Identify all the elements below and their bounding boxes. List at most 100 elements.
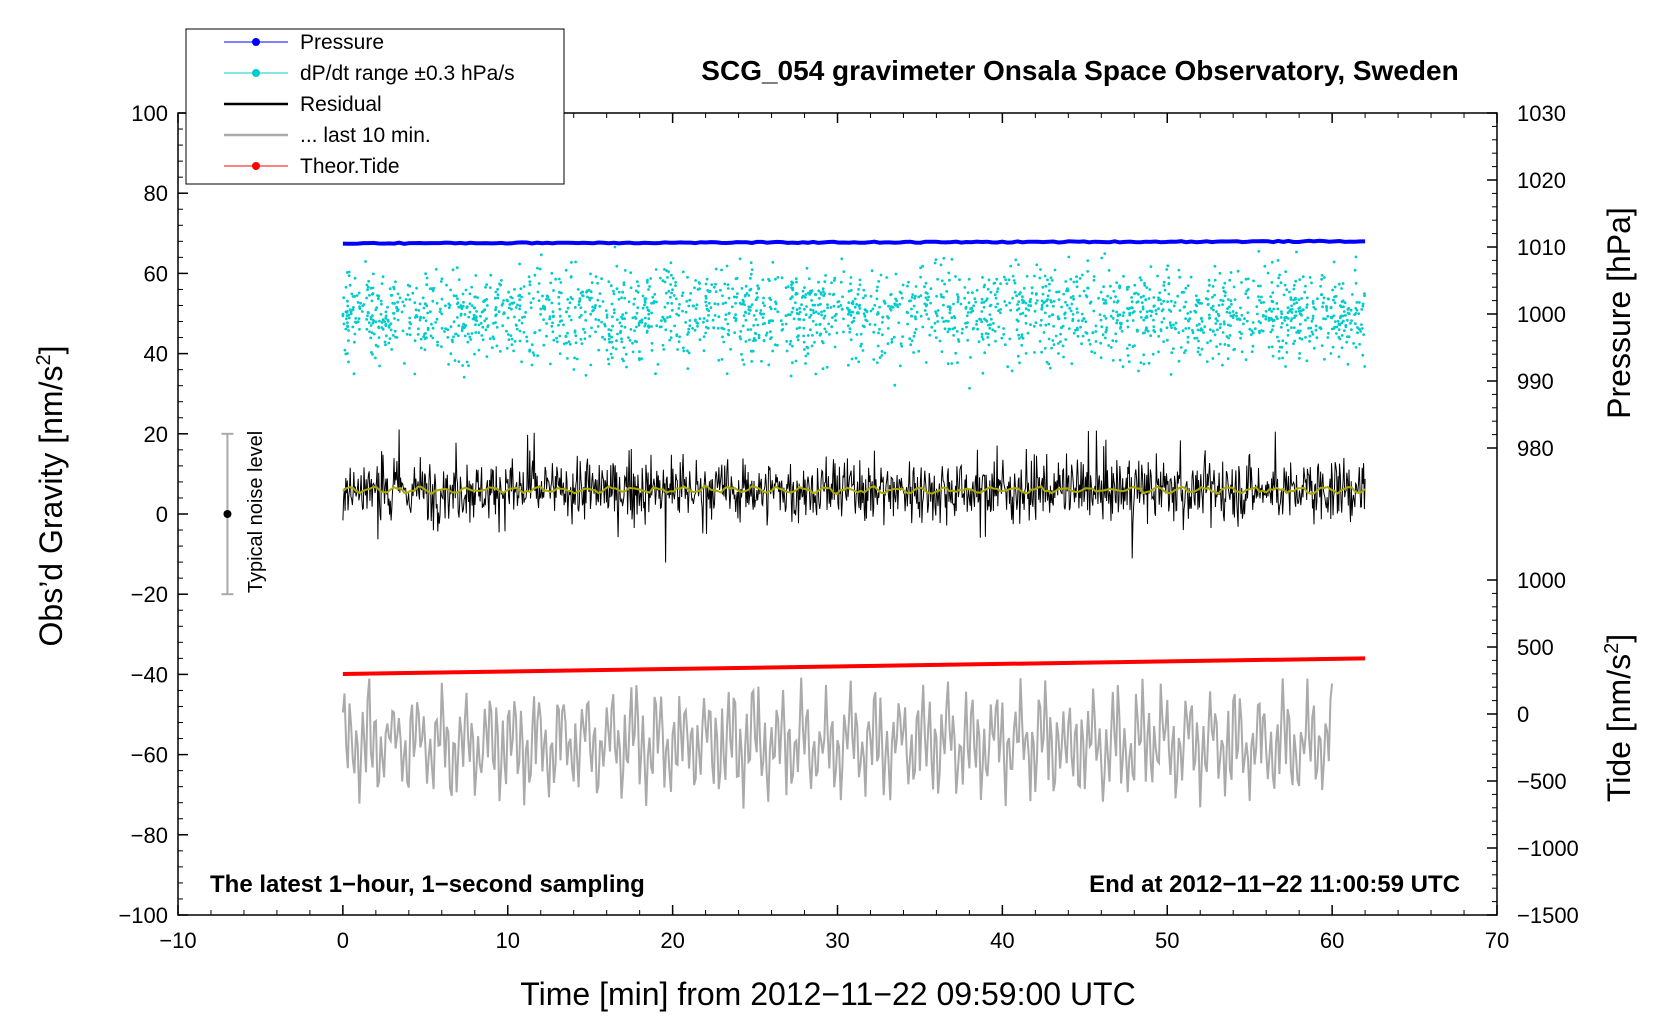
dpdt-point (402, 304, 406, 308)
dpdt-point (615, 339, 618, 343)
dpdt-point (1045, 299, 1048, 303)
dpdt-point (1043, 346, 1047, 350)
dpdt-point (1221, 331, 1225, 334)
annotation-right: End at 2012−11−22 11:00:59 UTC (1089, 871, 1460, 898)
dpdt-point (977, 340, 981, 344)
dpdt-point (591, 305, 595, 309)
dpdt-point (401, 329, 405, 333)
dpdt-point (1260, 329, 1263, 332)
dpdt-point (1246, 311, 1250, 314)
dpdt-point (1120, 329, 1124, 333)
dpdt-point (654, 268, 658, 271)
dpdt-point (1166, 300, 1169, 303)
dpdt-point (929, 287, 933, 291)
dpdt-point (702, 320, 705, 324)
dpdt-point (1208, 283, 1211, 287)
dpdt-point (1221, 303, 1224, 306)
dpdt-point (1194, 294, 1198, 298)
dpdt-point (716, 326, 720, 330)
dpdt-point (1044, 284, 1048, 288)
dpdt-point (659, 325, 663, 329)
dpdt-point (525, 339, 529, 343)
dpdt-point (1024, 301, 1028, 305)
dpdt-point (1118, 313, 1122, 317)
dpdt-point (781, 323, 784, 326)
dpdt-point (1228, 278, 1232, 282)
dpdt-point (956, 361, 959, 364)
dpdt-point (1236, 269, 1240, 273)
dpdt-point (1355, 308, 1359, 312)
dpdt-point (539, 313, 542, 316)
dpdt-point (1221, 363, 1224, 367)
dpdt-point (459, 306, 463, 309)
dpdt-point (359, 301, 362, 305)
dpdt-point (451, 340, 454, 344)
dpdt-point (635, 325, 638, 329)
dpdt-point (674, 281, 678, 284)
dpdt-point (1080, 319, 1084, 323)
y-tick-label: 60 (144, 261, 168, 286)
dpdt-point (1004, 278, 1007, 282)
dpdt-point (714, 282, 717, 286)
dpdt-point (446, 336, 450, 339)
dpdt-point (594, 304, 597, 307)
dpdt-point (550, 301, 554, 305)
dpdt-point (1060, 326, 1063, 330)
dpdt-point (1075, 285, 1079, 289)
dpdt-point (1276, 335, 1279, 339)
dpdt-point (1270, 281, 1274, 284)
dpdt-point (473, 352, 476, 356)
dpdt-point (1173, 301, 1177, 304)
dpdt-point (1142, 362, 1146, 366)
dpdt-point (1086, 270, 1090, 273)
dpdt-point (1198, 301, 1201, 305)
dpdt-point (1169, 373, 1173, 376)
dpdt-point (800, 303, 803, 307)
dpdt-point (1184, 300, 1188, 304)
dpdt-point (817, 289, 821, 293)
dpdt-point (1282, 293, 1286, 297)
dpdt-point (954, 351, 958, 355)
dpdt-point (1307, 326, 1310, 330)
dpdt-point (498, 282, 501, 286)
dpdt-point (1004, 343, 1007, 347)
y-axis-label-tide: Tide [nm/s2] (1601, 634, 1637, 802)
dpdt-point (545, 297, 548, 301)
dpdt-point (1207, 278, 1211, 282)
dpdt-point (969, 310, 973, 314)
dpdt-point (804, 354, 808, 358)
dpdt-point (366, 285, 370, 289)
dpdt-point (1277, 339, 1281, 343)
dpdt-point (980, 297, 984, 301)
dpdt-point (391, 334, 395, 337)
dpdt-point (366, 288, 369, 292)
dpdt-point (1068, 306, 1071, 310)
dpdt-point (1298, 356, 1301, 360)
dpdt-point (668, 338, 672, 342)
dpdt-point (594, 330, 597, 334)
dpdt-point (795, 312, 799, 315)
dpdt-point (612, 292, 616, 296)
dpdt-point (1052, 299, 1056, 303)
dpdt-point (769, 298, 773, 301)
dpdt-point (814, 323, 818, 326)
y-tick-label: 0 (156, 502, 168, 527)
dpdt-point (1341, 282, 1345, 285)
dpdt-point (910, 307, 913, 311)
dpdt-point (617, 297, 621, 301)
dpdt-point (408, 333, 412, 337)
dpdt-point (1267, 319, 1271, 322)
dpdt-point (929, 301, 932, 305)
dpdt-point (589, 272, 592, 276)
dpdt-point (999, 311, 1002, 315)
dpdt-point (1228, 334, 1232, 337)
dpdt-point (1258, 298, 1261, 302)
dpdt-point (927, 317, 930, 321)
dpdt-point (763, 304, 766, 307)
dpdt-point (550, 271, 554, 275)
dpdt-point (647, 312, 651, 316)
dpdt-point (598, 292, 602, 295)
dpdt-point (348, 283, 352, 287)
dpdt-point (558, 352, 562, 355)
dpdt-point (1222, 320, 1226, 324)
